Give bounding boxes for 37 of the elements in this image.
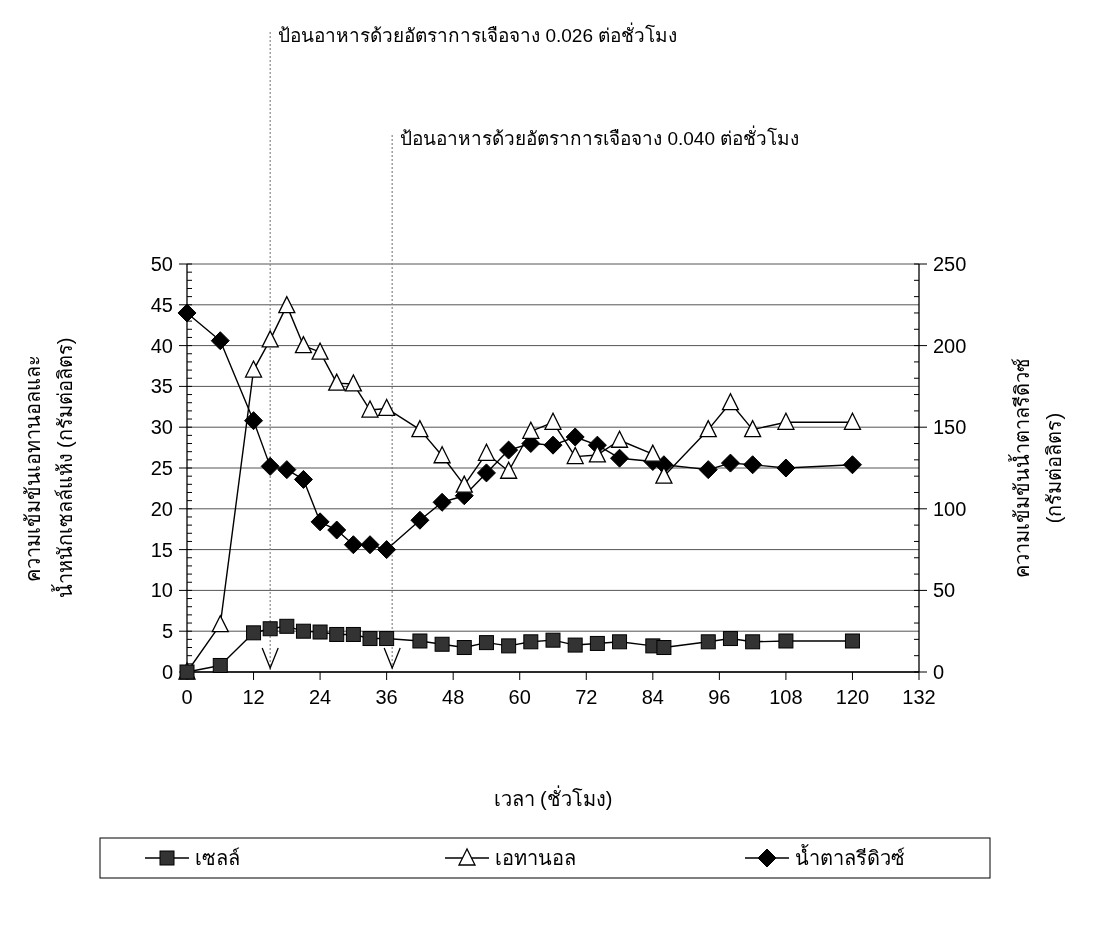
y2-tick-label: 50: [933, 579, 956, 602]
y-tick-label: 25: [150, 457, 173, 479]
y2-tick-label: 0: [933, 661, 945, 683]
x-tick-label: 12: [242, 686, 265, 708]
x-tick-label: 24: [308, 686, 332, 708]
legend-label: เซลล์: [195, 847, 240, 869]
x-tick-label: 0: [181, 686, 193, 708]
y2-axis-title: ความเข้มข้นน้ำตาลรีดิวซ์ (กรัมต่อลิตร): [1008, 358, 1065, 578]
y-tick-label: 5: [161, 620, 173, 643]
ref-line-label: ป้อนอาหารด้วยอัตราการเจือจาง 0.026 ต่อชั่วโมง: [278, 22, 678, 46]
x-tick-label: 72: [575, 686, 598, 708]
y-tick-label: 45: [150, 293, 173, 316]
y-tick-label: 10: [150, 579, 173, 602]
x-tick-label: 36: [375, 686, 398, 708]
y2-tick-label: 150: [933, 416, 967, 439]
x-tick-label: 120: [835, 686, 870, 708]
y2-tick-label: 100: [933, 497, 967, 520]
x-tick-label: 48: [442, 686, 465, 708]
x-tick-label: 108: [769, 686, 803, 708]
x-tick-label: 96: [708, 686, 731, 708]
y-tick-label: 50: [150, 253, 173, 275]
legend-label: น้ำตาลรีดิวซ์: [795, 844, 905, 869]
y-tick-label: 0: [161, 661, 173, 683]
y-tick-label: 15: [150, 538, 173, 561]
ref-line-label: ป้อนอาหารด้วยอัตราการเจือจาง 0.040 ต่อชั่วโมง: [400, 125, 800, 149]
y-tick-label: 30: [150, 416, 173, 439]
y-tick-label: 35: [150, 375, 173, 398]
y-tick-label: 20: [150, 497, 173, 520]
x-tick-label: 60: [508, 686, 531, 708]
y-axis-title: ความเข้มข้นเอทานอลและ น้ำหนักเซลล์แห้ง (กรัมต่อลิตร): [22, 337, 76, 599]
y-tick-label: 40: [150, 334, 173, 357]
y2-tick-label: 250: [933, 253, 967, 275]
x-axis-title: เวลา (ชั่วโมง): [493, 785, 613, 810]
x-tick-label: 132: [902, 686, 936, 708]
x-tick-label: 84: [641, 686, 664, 708]
y2-tick-label: 200: [933, 334, 967, 357]
legend-label: เอทานอล: [495, 847, 576, 869]
